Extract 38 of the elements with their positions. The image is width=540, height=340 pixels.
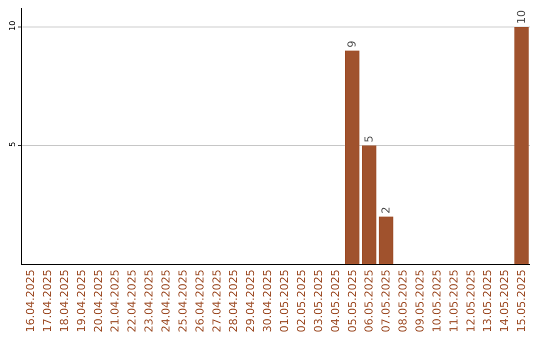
bar — [362, 145, 376, 264]
x-tick-label: 16.04.2025 — [24, 269, 38, 332]
data-label: 5 — [362, 135, 376, 142]
x-tick-label: 29.04.2025 — [244, 269, 258, 332]
x-tick-label: 13.05.2025 — [481, 269, 494, 332]
x-tick-label: 20.04.2025 — [92, 269, 105, 332]
data-label: 2 — [380, 206, 393, 214]
x-tick-label: 07.05.2025 — [380, 269, 393, 332]
x-tick-label: 02.05.2025 — [294, 269, 308, 332]
x-tick-label: 09.05.2025 — [414, 269, 427, 332]
data-label: 9 — [346, 40, 359, 48]
x-tick-label: 14.05.2025 — [498, 269, 512, 332]
x-tick-label: 25.04.2025 — [176, 269, 190, 332]
x-tick-label: 23.04.2025 — [142, 269, 156, 332]
x-tick-label: 21.04.2025 — [108, 269, 122, 332]
x-tick-label: 19.04.2025 — [74, 269, 88, 332]
x-tick-label: 10.05.2025 — [430, 269, 444, 332]
x-tick-label: 05.05.2025 — [346, 269, 359, 332]
x-tick-label: 30.04.2025 — [261, 269, 274, 332]
x-tick-label: 06.05.2025 — [362, 269, 376, 332]
x-tick-label: 03.05.2025 — [312, 269, 325, 332]
data-label: 10 — [515, 10, 528, 24]
bar — [378, 216, 394, 264]
x-tick-label: 15.05.2025 — [515, 269, 528, 332]
bar — [514, 26, 529, 264]
x-tick-label: 12.05.2025 — [464, 269, 478, 332]
bar — [345, 50, 360, 264]
x-tick-label: 01.05.2025 — [278, 269, 292, 332]
x-tick-label: 22.04.2025 — [126, 269, 139, 332]
x-tick-label: 11.05.2025 — [447, 269, 460, 332]
x-tick-label: 18.04.2025 — [58, 269, 71, 332]
x-tick-label: 26.04.2025 — [193, 269, 206, 332]
x-tick-label: 28.04.2025 — [227, 269, 240, 332]
x-tick-label: 04.05.2025 — [328, 269, 342, 332]
x-tick-label: 08.05.2025 — [396, 269, 410, 332]
x-tick-label: 24.04.2025 — [160, 269, 173, 332]
x-tick-label: 27.04.2025 — [210, 269, 224, 332]
x-tick-label: 17.04.2025 — [40, 269, 54, 332]
